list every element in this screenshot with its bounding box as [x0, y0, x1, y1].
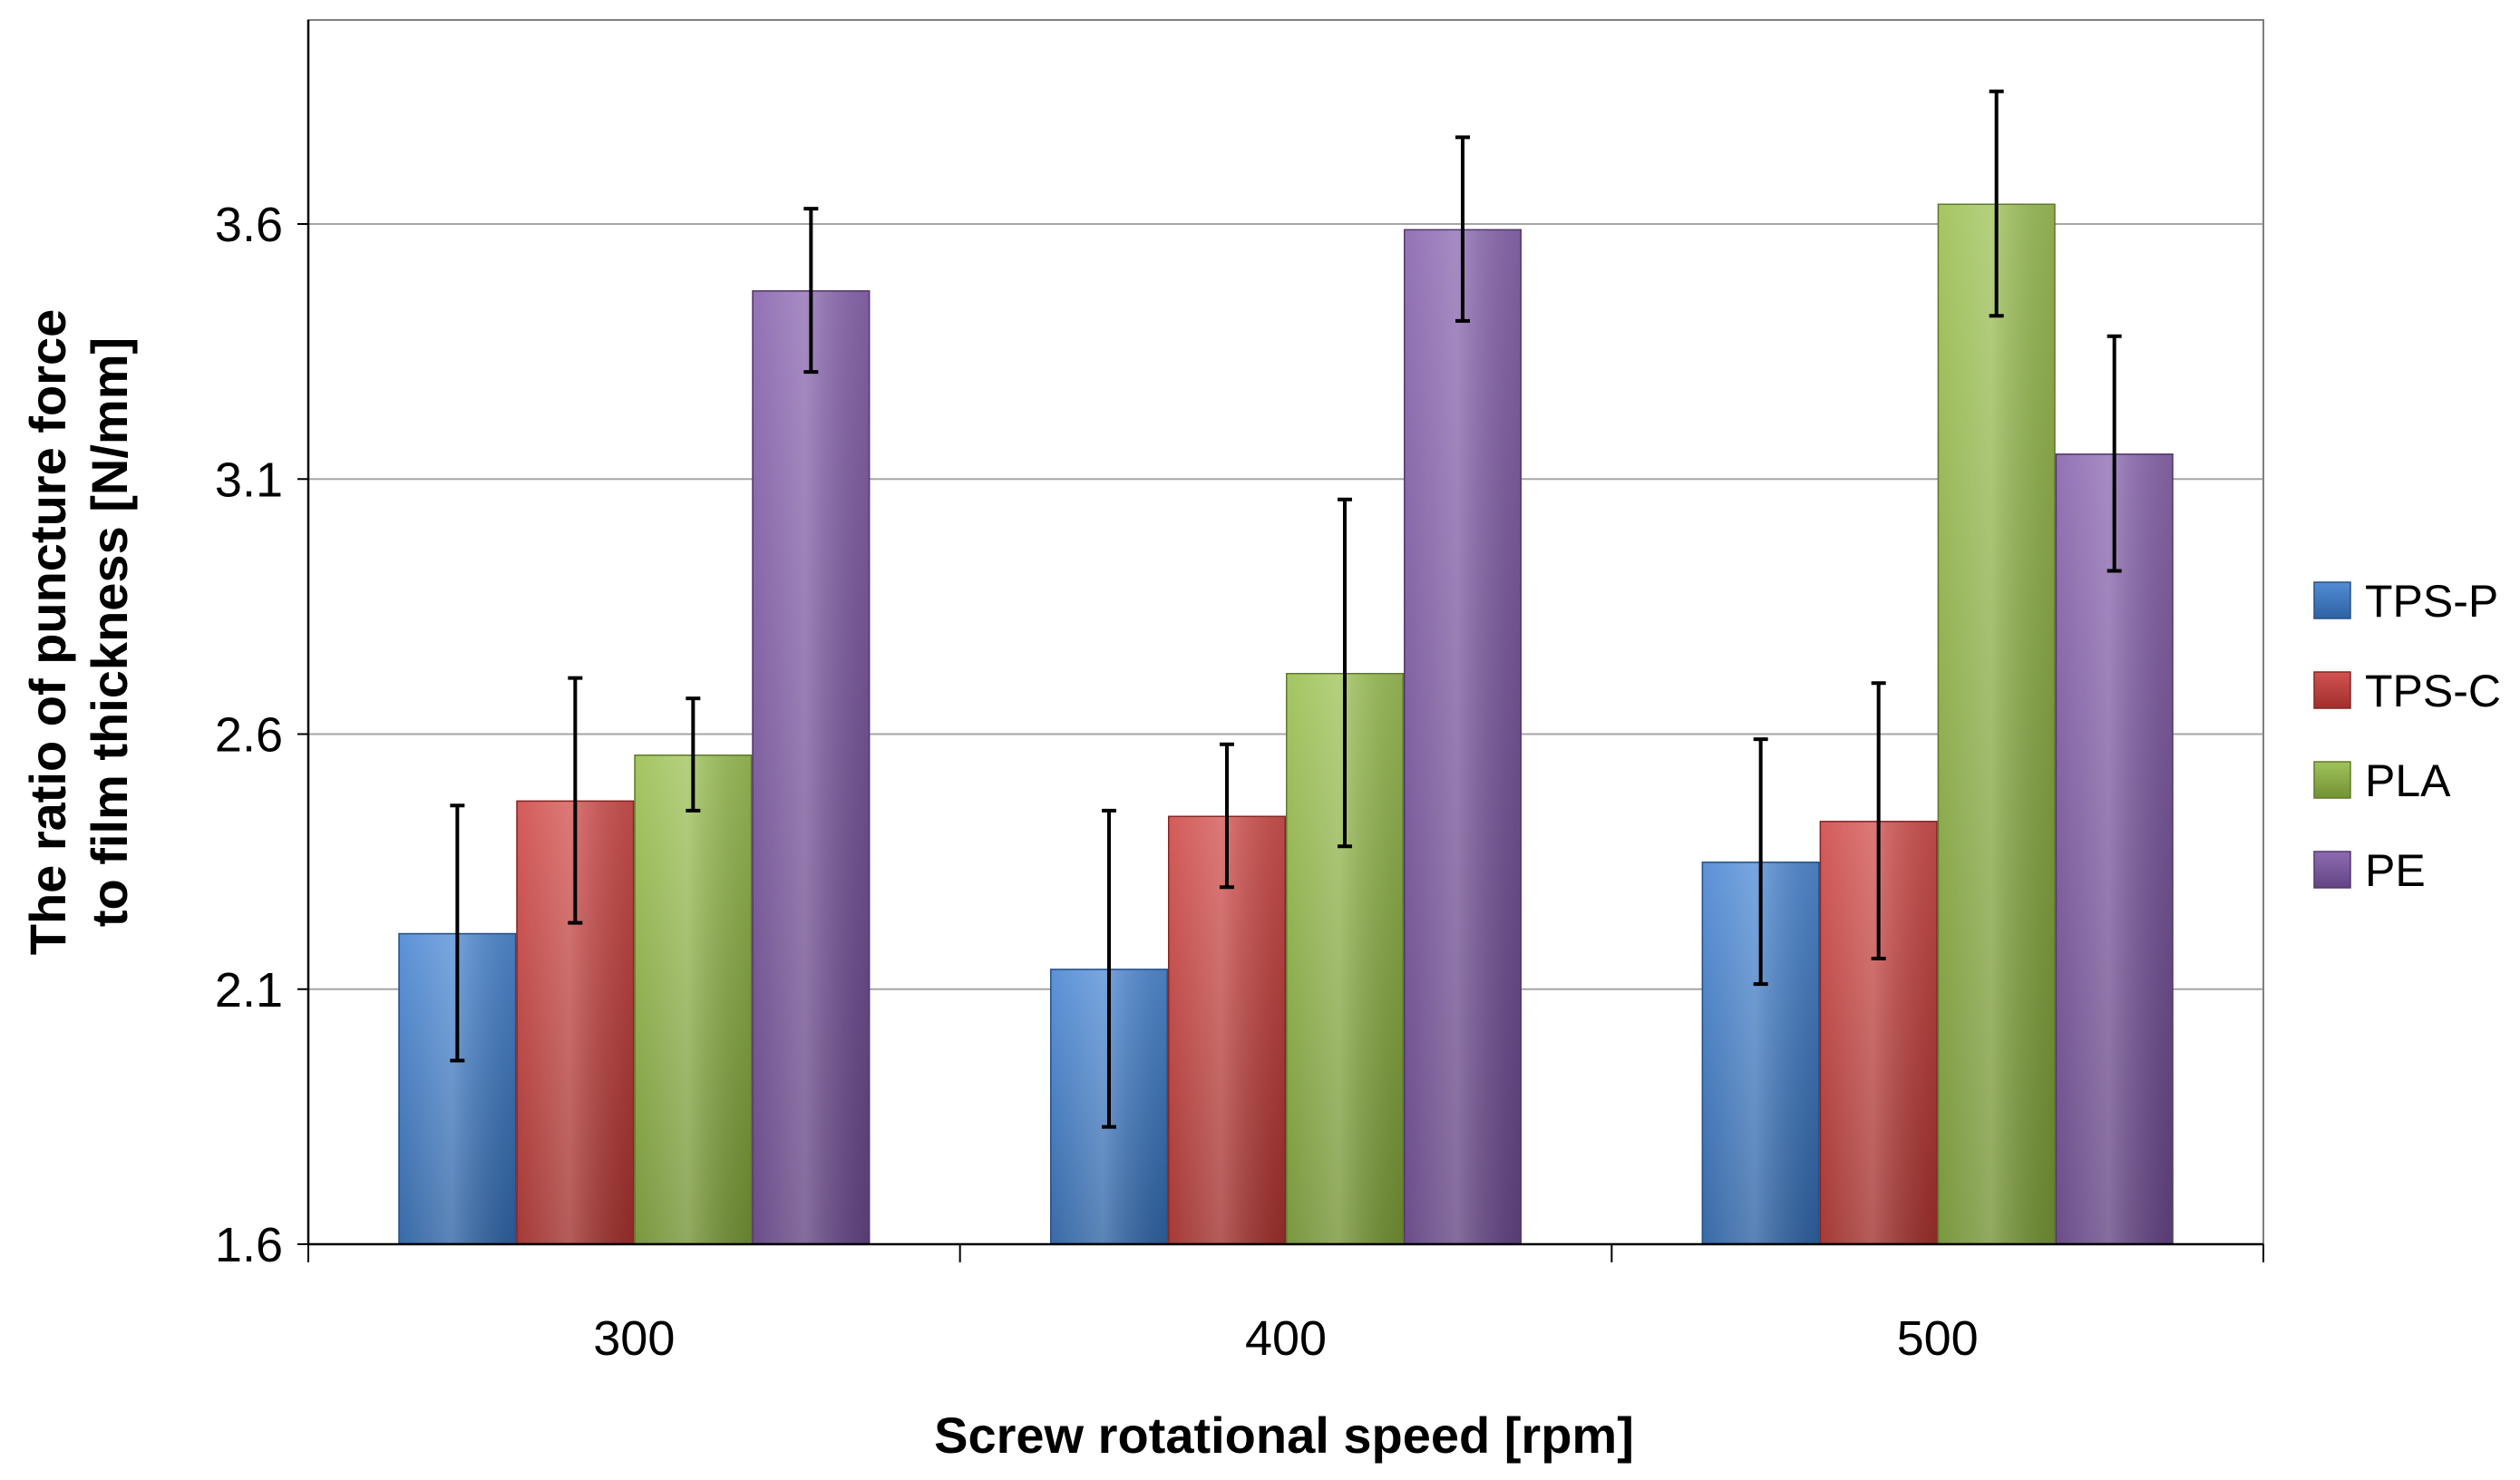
legend-swatch — [2313, 851, 2351, 889]
error-bar-pe-300 — [803, 207, 819, 375]
x-tick-label: 300 — [593, 1311, 675, 1366]
x-tick-label: 400 — [1245, 1311, 1327, 1366]
legend-item-pe: PE — [2313, 845, 2426, 896]
y-axis-title-line: to film thickness [N/mm] — [81, 337, 138, 927]
y-tick-label: 2.6 — [215, 708, 283, 763]
legend-item-tps-p: TPS-P — [2313, 576, 2498, 627]
x-tick-label: 500 — [1897, 1311, 1979, 1366]
legend-swatch — [2313, 671, 2351, 709]
legend-label: TPS-C — [2365, 666, 2501, 716]
error-bar-pe-500 — [2106, 334, 2122, 573]
legend: TPS-P TPS-C PLA PE — [2313, 576, 2501, 896]
y-axis-tick-labels: 1.6 2.1 2.6 3.1 3.6 — [215, 198, 283, 1272]
error-bar-pe-400 — [1455, 135, 1470, 323]
y-axis-title-line: The ratio of puncture force — [19, 309, 76, 956]
error-bar-tps-c-500 — [1871, 681, 1886, 960]
legend-label: PE — [2365, 845, 2426, 896]
bar-pla-500 — [1937, 203, 2056, 1244]
legend-swatch — [2313, 761, 2351, 799]
bar-pe-500 — [2055, 453, 2174, 1244]
legend-label: TPS-P — [2365, 576, 2498, 627]
y-tick-label: 2.1 — [215, 963, 283, 1018]
x-axis-tick-labels: 300 400 500 — [593, 1311, 1978, 1366]
x-axis-title: Screw rotational speed [rpm] — [934, 1407, 1634, 1464]
bar-tps-c-400 — [1168, 815, 1286, 1244]
error-bar-tps-p-300 — [450, 803, 465, 1063]
plot-frame — [306, 19, 2264, 1262]
legend-swatch — [2313, 581, 2351, 619]
error-bar-pla-400 — [1338, 497, 1352, 849]
error-bar-tps-c-400 — [1220, 742, 1234, 890]
legend-item-pla: PLA — [2313, 755, 2451, 806]
error-bar-tps-p-500 — [1753, 737, 1768, 987]
bar-pla-300 — [634, 755, 753, 1244]
bar-pe-300 — [752, 290, 871, 1244]
legend-item-tps-c: TPS-C — [2313, 666, 2501, 716]
y-tick-label: 1.6 — [215, 1218, 283, 1272]
bar-pe-400 — [1404, 229, 1522, 1244]
y-tick-label: 3.6 — [215, 198, 283, 252]
error-bar-tps-c-300 — [568, 676, 583, 925]
error-bars — [450, 89, 2122, 1129]
error-bar-tps-p-400 — [1102, 808, 1116, 1129]
bar-tps-c-300 — [516, 800, 635, 1244]
legend-label: PLA — [2365, 755, 2451, 806]
error-bar-pla-300 — [686, 696, 701, 813]
error-bar-pla-500 — [1989, 89, 2004, 318]
y-axis-title: The ratio of puncture force to film thick… — [19, 309, 138, 956]
y-tick-label: 3.1 — [215, 453, 283, 507]
